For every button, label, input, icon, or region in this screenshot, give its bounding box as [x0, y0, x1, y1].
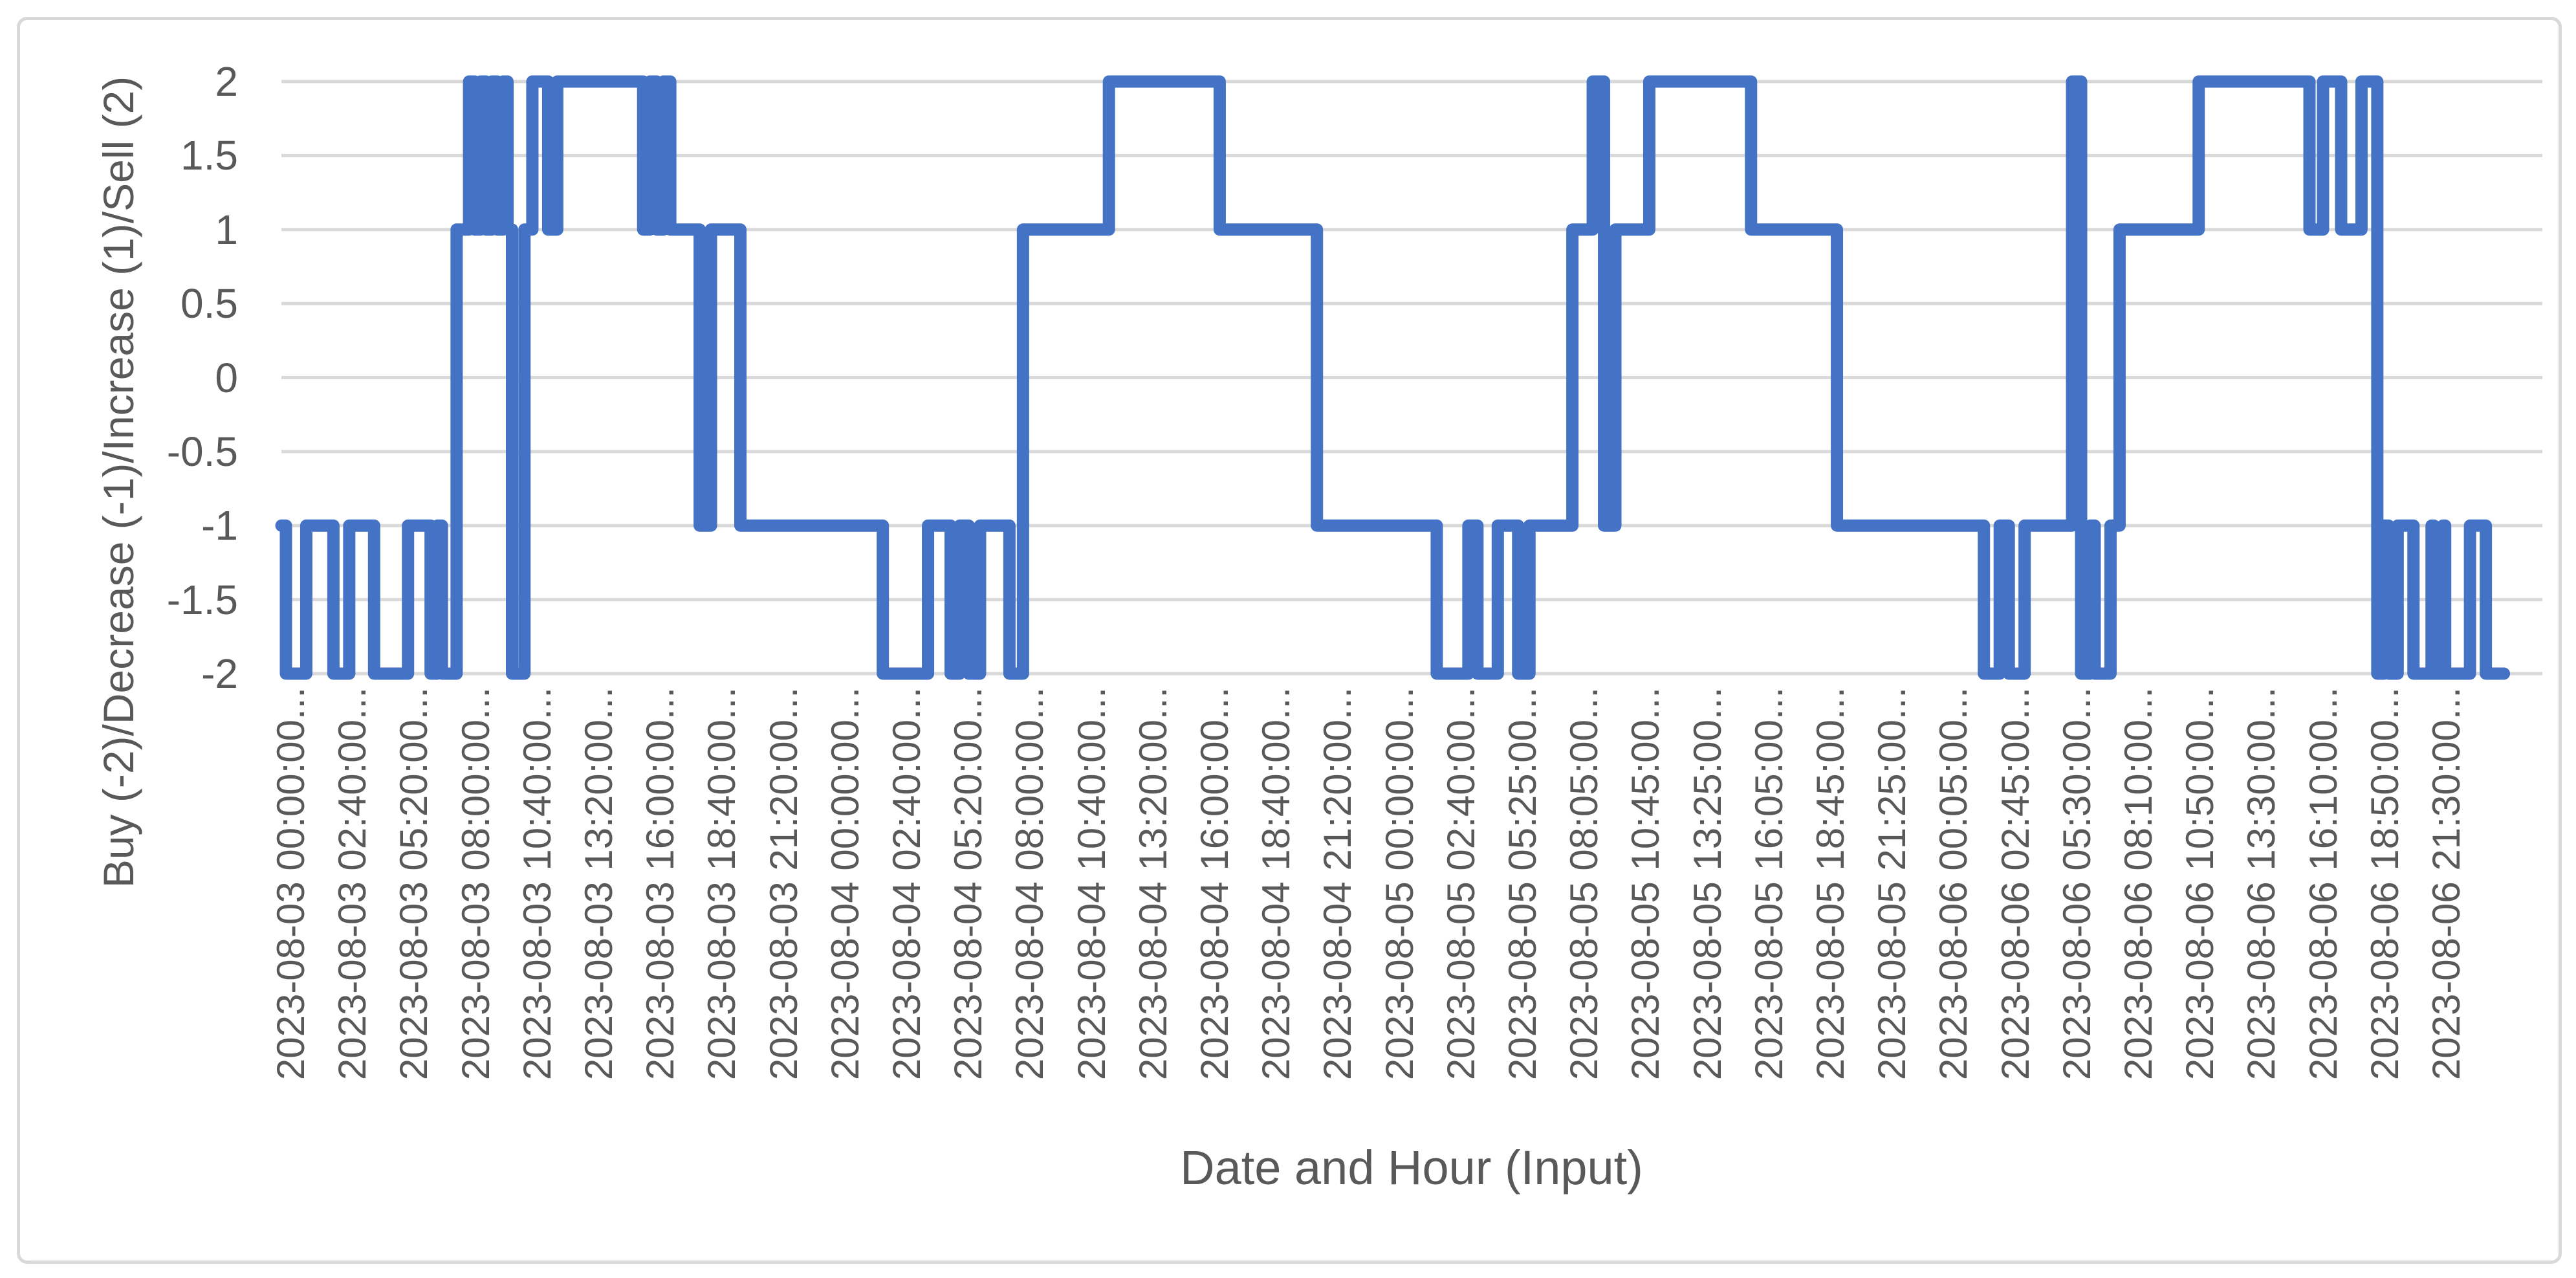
x-axis-tick-label: 2023-08-03 13:20:00... — [577, 687, 620, 1081]
x-axis-tick-label: 2023-08-06 10:50:00... — [2178, 687, 2222, 1081]
x-axis-tick-label: 2023-08-04 02:40:00... — [885, 687, 928, 1081]
y-axis-tick-label: 0 — [215, 354, 238, 401]
x-axis-tick-label: 2023-08-04 10:40:00... — [1069, 687, 1113, 1081]
x-axis-tick-label: 2023-08-03 05:20:00... — [392, 687, 436, 1081]
x-axis-tick-label: 2023-08-06 08:10:00... — [2117, 687, 2160, 1081]
y-axis-tick-label: 0.5 — [180, 280, 238, 327]
signal-step-line — [275, 75, 2511, 680]
x-axis-tick-label: 2023-08-05 16:05:00... — [1747, 687, 1791, 1081]
y-axis-tick-label: -2 — [201, 650, 238, 697]
y-axis-tick-label: 1 — [215, 206, 238, 253]
x-axis-tick-label: 2023-08-06 18:50:00... — [2363, 687, 2407, 1081]
x-axis-tick-label: 2023-08-06 16:10:00... — [2301, 687, 2345, 1081]
x-axis-tick-label: 2023-08-03 10:40:00... — [515, 687, 559, 1081]
x-axis-tick-label: 2023-08-04 08:00:00... — [1008, 687, 1052, 1081]
x-axis-tick-label: 2023-08-04 21:20:00... — [1316, 687, 1360, 1081]
x-axis-tick-label: 2023-08-03 08:00:00... — [453, 687, 497, 1081]
x-axis-tick-label: 2023-08-04 16:00:00... — [1193, 687, 1236, 1081]
x-axis-tick-label: 2023-08-03 18:40:00... — [700, 687, 744, 1081]
y-axis-title: Buy (-2)/Decrease (-1)/Increase (1)/Sell… — [94, 76, 142, 888]
x-axis-tick-label: 2023-08-03 02:40:00... — [331, 687, 375, 1081]
x-axis-tick-label: 2023-08-05 08:05:00... — [1562, 687, 1606, 1081]
y-axis-tick-label: -1 — [201, 502, 238, 549]
x-axis-tick-label: 2023-08-05 21:25:00... — [1870, 687, 1914, 1081]
x-axis-tick-label: 2023-08-05 13:25:00... — [1685, 687, 1729, 1081]
y-axis-tick-label: 2 — [215, 58, 238, 105]
x-axis-tick-label: 2023-08-05 10:45:00... — [1624, 687, 1668, 1081]
x-axis-tick-label: 2023-08-05 18:45:00... — [1809, 687, 1852, 1081]
x-axis-tick-label: 2023-08-05 05:25:00... — [1501, 687, 1544, 1081]
y-axis-tick-label: -1.5 — [166, 576, 238, 623]
x-axis-tick-label: 2023-08-05 02:40:00... — [1439, 687, 1483, 1081]
x-axis-tick-label: 2023-08-05 00:00:00... — [1377, 687, 1421, 1081]
x-axis-tick-label: 2023-08-06 02:45:00... — [1993, 687, 2037, 1081]
x-axis-title: Date and Hour (Input) — [1180, 1141, 1643, 1195]
x-axis-tick-label: 2023-08-03 16:00:00... — [639, 687, 682, 1081]
x-axis-tick-label: 2023-08-04 00:00:00... — [823, 687, 867, 1081]
x-axis-tick-label: 2023-08-06 00:05:00... — [1932, 687, 1976, 1081]
x-axis-tick-label: 2023-08-03 21:20:00... — [761, 687, 805, 1081]
x-axis-tick-label: 2023-08-06 05:30:00... — [2055, 687, 2099, 1081]
x-axis-tick-label: 2023-08-03 00:00:00... — [269, 687, 312, 1081]
y-axis-tick-label: 1.5 — [180, 132, 238, 179]
y-axis-tick-label: -0.5 — [166, 428, 238, 475]
x-axis-tick-label: 2023-08-04 05:20:00... — [946, 687, 990, 1081]
x-axis-tick-label: 2023-08-06 13:30:00... — [2240, 687, 2284, 1081]
x-axis-tick-label: 2023-08-04 18:40:00... — [1254, 687, 1298, 1081]
x-axis-tick-label: 2023-08-06 21:30:00... — [2425, 687, 2468, 1081]
x-axis-tick-label: 2023-08-04 13:20:00... — [1131, 687, 1175, 1081]
